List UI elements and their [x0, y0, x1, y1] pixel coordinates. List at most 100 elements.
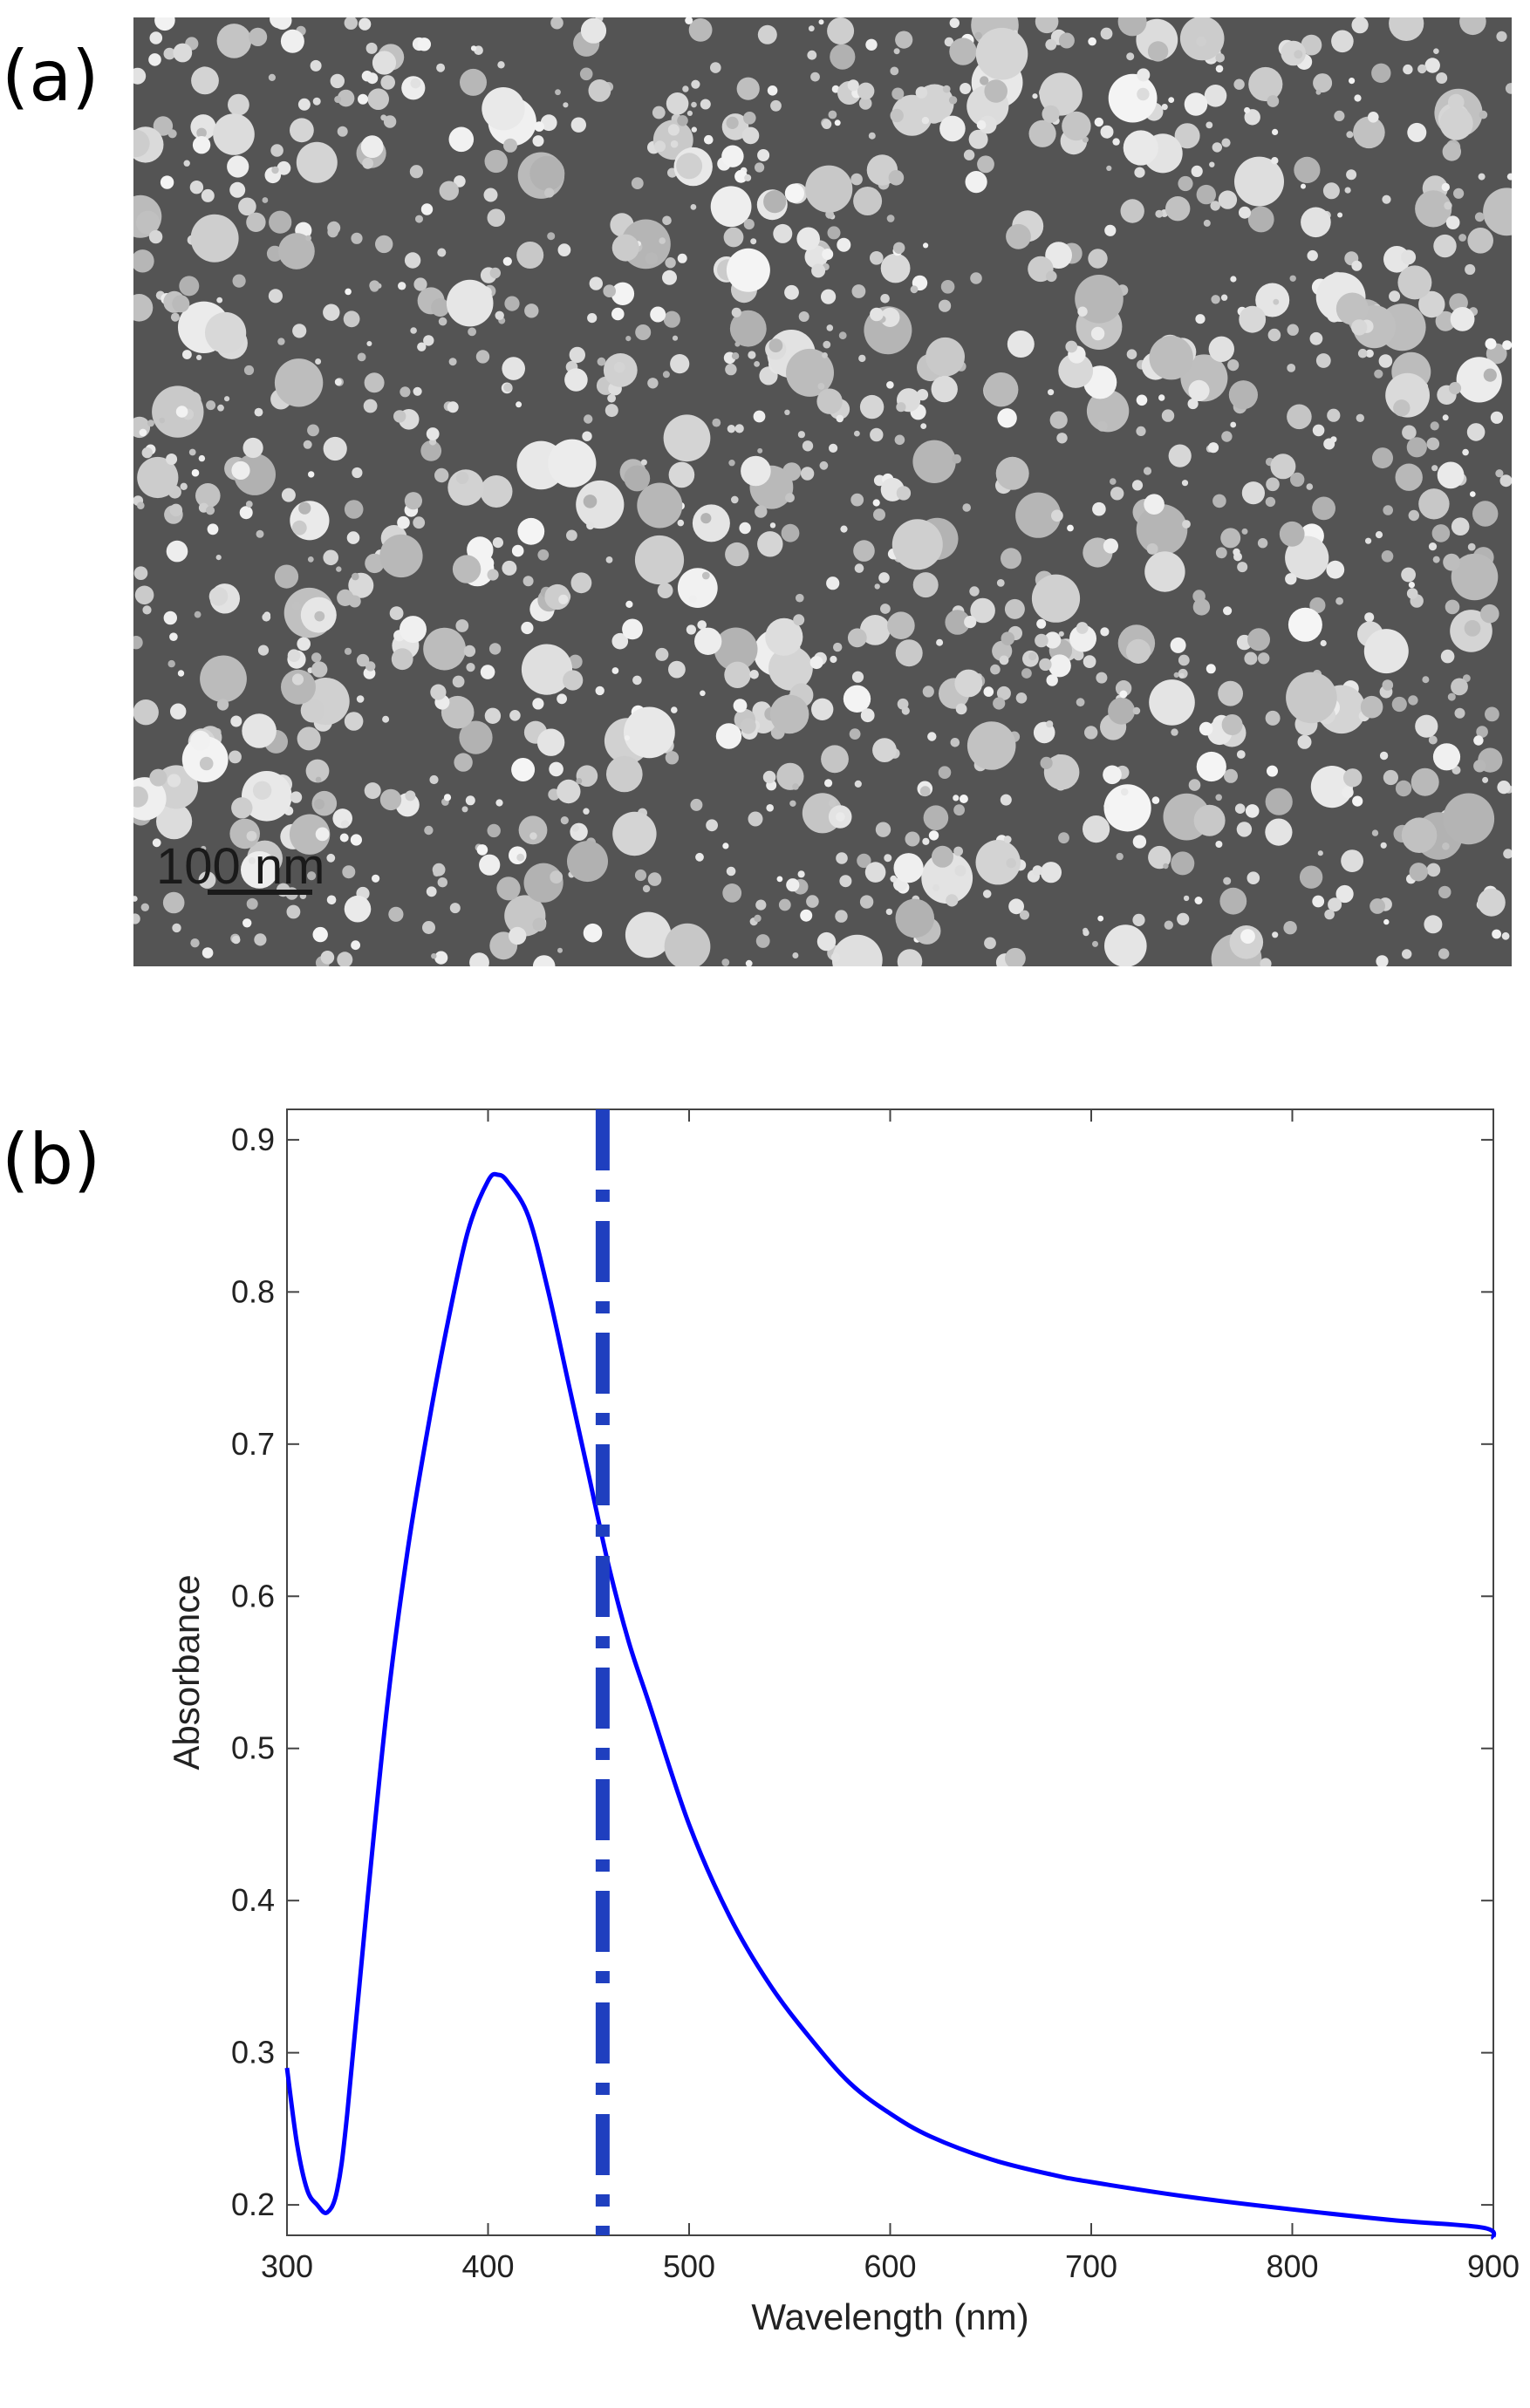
nanoparticle [1406, 437, 1427, 458]
nanoparticle [431, 953, 437, 959]
nanoparticle [624, 735, 631, 741]
nanoparticle [749, 670, 759, 679]
nanoparticle [1209, 161, 1215, 167]
nanoparticle [366, 341, 372, 346]
nanoparticle [1048, 389, 1055, 396]
nanoparticle [166, 454, 178, 465]
nanoparticle [784, 284, 799, 300]
nanoparticle [1287, 404, 1312, 430]
nanoparticle [1443, 553, 1460, 571]
nanoparticle [1164, 920, 1174, 930]
nanoparticle [912, 440, 956, 483]
nanoparticle [1040, 756, 1053, 770]
nanoparticle [1100, 27, 1113, 40]
nanoparticle [358, 93, 368, 105]
nanoparticle [1441, 182, 1451, 192]
nanoparticle [190, 214, 239, 263]
nanoparticle [1148, 845, 1171, 870]
nanoparticle [397, 515, 410, 529]
nanoparticle [323, 436, 347, 461]
nanoparticle [831, 934, 883, 966]
nanoparticle [821, 745, 849, 774]
nanoparticle [536, 728, 565, 756]
nanoparticle [1174, 123, 1200, 149]
nanoparticle [818, 19, 824, 25]
nanoparticle [1443, 793, 1495, 845]
nanoparticle [632, 675, 642, 686]
nanoparticle [725, 542, 749, 567]
nanoparticle [1223, 877, 1232, 885]
nanoparticle [970, 272, 982, 284]
nanoparticle [829, 443, 838, 453]
nanoparticle [769, 522, 776, 529]
nanoparticle [1476, 726, 1488, 738]
nanoparticle [984, 79, 1007, 103]
nanoparticle [1218, 190, 1238, 209]
nanoparticle [1048, 654, 1071, 678]
nanoparticle [315, 358, 322, 365]
nanoparticle [1327, 408, 1341, 422]
nanoparticle [1310, 766, 1353, 808]
nanoparticle [1285, 573, 1297, 585]
nanoparticle [343, 310, 360, 328]
nanoparticle [945, 610, 970, 635]
nanoparticle [1161, 409, 1175, 422]
nanoparticle [365, 553, 385, 574]
nanoparticle [984, 937, 996, 950]
axis-tick-labels: 300 400 500 600 700 800 900 0.2 0.3 0.4 0.5 0.6 0.7 0… [231, 1122, 1520, 2284]
nanoparticle [976, 119, 987, 130]
nanoparticle [1380, 842, 1387, 849]
nanoparticle [1315, 89, 1322, 95]
nanoparticle [1028, 119, 1056, 147]
nanoparticle [413, 277, 427, 291]
nanoparticle [836, 414, 844, 423]
nanoparticle [1083, 655, 1096, 668]
nanoparticle [1378, 354, 1393, 368]
nanoparticle [1207, 442, 1219, 454]
nanoparticle [980, 76, 989, 85]
nanoparticle [810, 72, 820, 82]
nanoparticle [1045, 38, 1057, 51]
nanoparticle [931, 375, 958, 403]
nanoparticle [1058, 631, 1064, 637]
nanoparticle [655, 647, 669, 661]
nanoparticle [1478, 173, 1486, 181]
nanoparticle [133, 249, 154, 273]
nanoparticle [1015, 492, 1062, 538]
nanoparticle [439, 181, 459, 201]
nanoparticle [894, 434, 905, 446]
nanoparticle [1158, 394, 1165, 401]
nanoparticle [1096, 672, 1108, 684]
nanoparticle [557, 947, 563, 953]
nanoparticle [1324, 909, 1335, 920]
nanoparticle [960, 83, 972, 94]
nanoparticle [859, 895, 874, 909]
nanoparticle [1448, 93, 1465, 111]
nanoparticle [1112, 138, 1120, 146]
nanoparticle [297, 726, 321, 751]
nanoparticle [688, 595, 697, 604]
x-tick-label: 400 [461, 2248, 514, 2284]
nanoparticle [137, 456, 179, 499]
nanoparticle [734, 169, 748, 183]
nanoparticle [268, 73, 276, 81]
nanoparticle [229, 181, 246, 198]
nanoparticle [372, 874, 380, 883]
nanoparticle [878, 572, 890, 583]
nanoparticle [634, 535, 685, 585]
nanoparticle [927, 732, 937, 741]
nanoparticle [364, 372, 385, 393]
nanoparticle [1021, 668, 1032, 679]
nanoparticle [1415, 714, 1438, 738]
nanoparticle [252, 781, 272, 800]
nanoparticle [567, 841, 608, 883]
nanoparticle [1497, 781, 1511, 795]
nanoparticle [1104, 924, 1147, 966]
nanoparticle [1317, 850, 1323, 856]
nanoparticle [431, 297, 450, 317]
nanoparticle [1046, 674, 1058, 686]
nanoparticle [1283, 921, 1297, 935]
nanoparticle [744, 174, 752, 181]
nanoparticle [1294, 50, 1303, 59]
nanoparticle [133, 566, 148, 580]
